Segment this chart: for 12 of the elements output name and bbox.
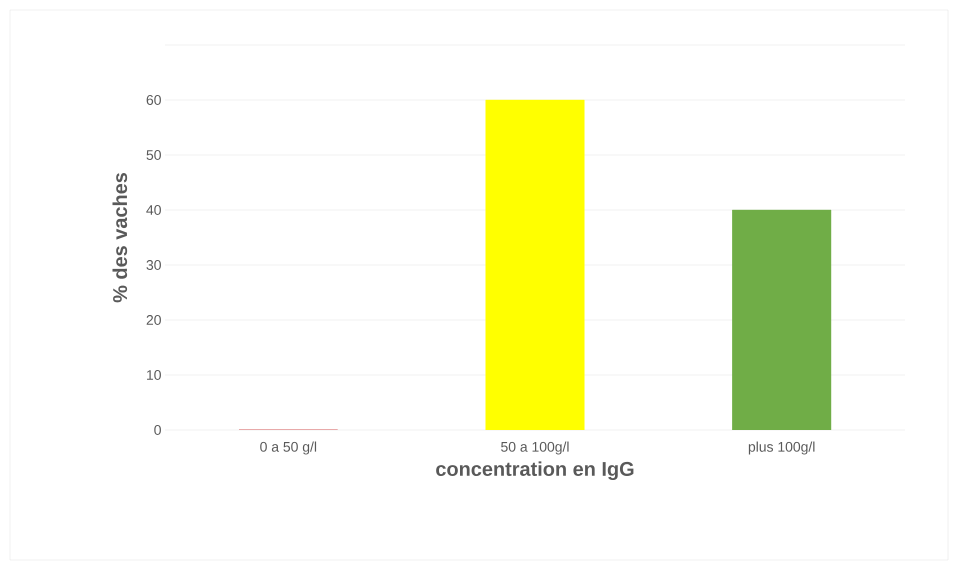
y-tick-label: 30 xyxy=(146,260,161,270)
y-tick-label: 60 xyxy=(146,95,161,105)
x-axis-title: concentration en IgG xyxy=(436,461,634,480)
y-tick-label: 50 xyxy=(146,150,161,160)
y-tick-label: 10 xyxy=(147,370,161,380)
y-tick-label: 40 xyxy=(146,205,161,215)
x-tick-label: 0 a 50 g/l xyxy=(260,442,316,455)
x-tick-label: 50 a 100g/l xyxy=(501,442,569,455)
x-tick-label: plus 100g/l xyxy=(748,442,814,455)
y-axis-title: % des vaches xyxy=(112,172,128,302)
y-tick-label: 20 xyxy=(146,315,161,325)
y-tick-label: 0 xyxy=(154,425,161,435)
